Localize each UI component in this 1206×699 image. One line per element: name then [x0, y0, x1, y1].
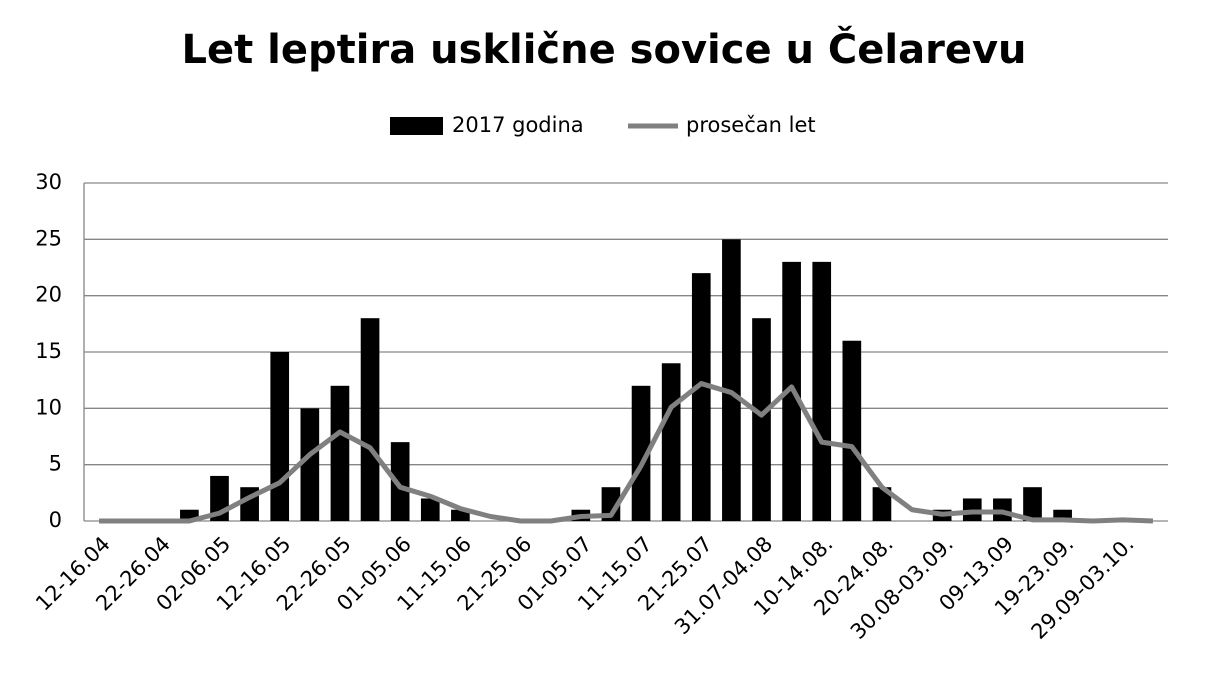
y-tick-label: 25 [35, 226, 62, 250]
bar [691, 273, 711, 521]
legend-label: 2017 godina [452, 113, 584, 137]
bar [330, 385, 350, 521]
bar [270, 352, 290, 521]
bar [872, 487, 892, 521]
y-tick-label: 0 [49, 508, 62, 532]
y-tick-label: 5 [49, 452, 62, 476]
legend-swatch [390, 117, 443, 135]
bar [180, 509, 199, 521]
bar [752, 318, 771, 521]
bar [631, 385, 651, 521]
legend: 2017 godina prosečan let [390, 113, 816, 137]
bar [661, 363, 681, 521]
bar [300, 408, 320, 521]
bar [1053, 509, 1072, 521]
y-tick-label: 30 [35, 170, 62, 194]
legend-label: prosečan let [686, 113, 816, 137]
bar [390, 442, 410, 521]
bar [722, 239, 741, 522]
bar [812, 261, 832, 521]
bar [1023, 487, 1042, 521]
bar [420, 498, 440, 521]
y-tick-label: 15 [35, 339, 62, 363]
bar [842, 340, 862, 521]
bar [451, 509, 470, 521]
y-tick-label: 10 [35, 395, 62, 419]
y-tick-label: 20 [35, 283, 62, 307]
bar [360, 318, 380, 521]
bar [601, 487, 621, 521]
line [99, 381, 1154, 524]
chart-title: Let leptira uskličnе sovice u Čelarevu [182, 25, 1027, 73]
